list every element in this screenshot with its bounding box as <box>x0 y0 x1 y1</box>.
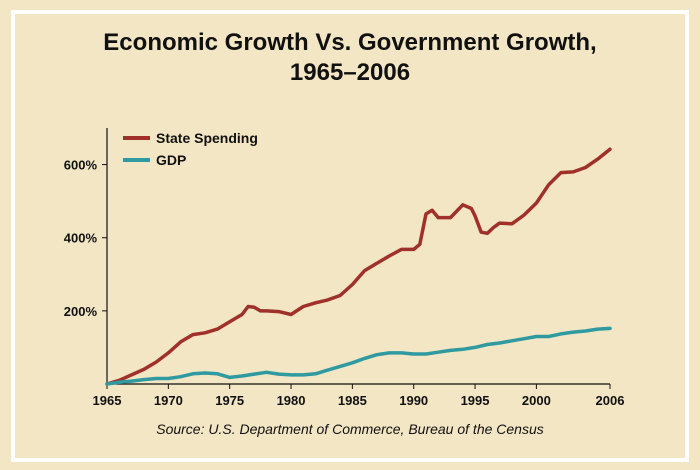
series-line-state-spending <box>105 147 612 386</box>
chart-title: Economic Growth Vs. Government Growth, 1… <box>0 28 700 88</box>
x-tick-label: 1980 <box>277 393 306 408</box>
x-tick-label: 1970 <box>154 393 183 408</box>
y-tick-label: 400% <box>64 231 98 246</box>
chart-title-line-1: Economic Growth Vs. Government Growth, <box>103 29 597 56</box>
x-tick-label: 2000 <box>522 393 551 408</box>
legend-label: GDP <box>156 152 186 168</box>
chart-frame <box>11 10 689 462</box>
x-tick-label: 1985 <box>338 393 367 408</box>
chart-title-line-2: 1965–2006 <box>289 59 411 86</box>
y-tick-label: 200% <box>64 304 98 319</box>
x-tick-label: 2006 <box>596 393 625 408</box>
series-line-gdp <box>105 326 612 386</box>
chart-source: Source: U.S. Department of Commerce, Bur… <box>156 421 544 437</box>
legend-label: State Spending <box>156 130 258 146</box>
x-tick-label: 1990 <box>399 393 428 408</box>
y-tick-label: 600% <box>64 158 98 173</box>
x-tick-label: 1965 <box>93 393 122 408</box>
x-tick-label: 1975 <box>215 393 244 408</box>
x-tick-label: 1995 <box>461 393 490 408</box>
